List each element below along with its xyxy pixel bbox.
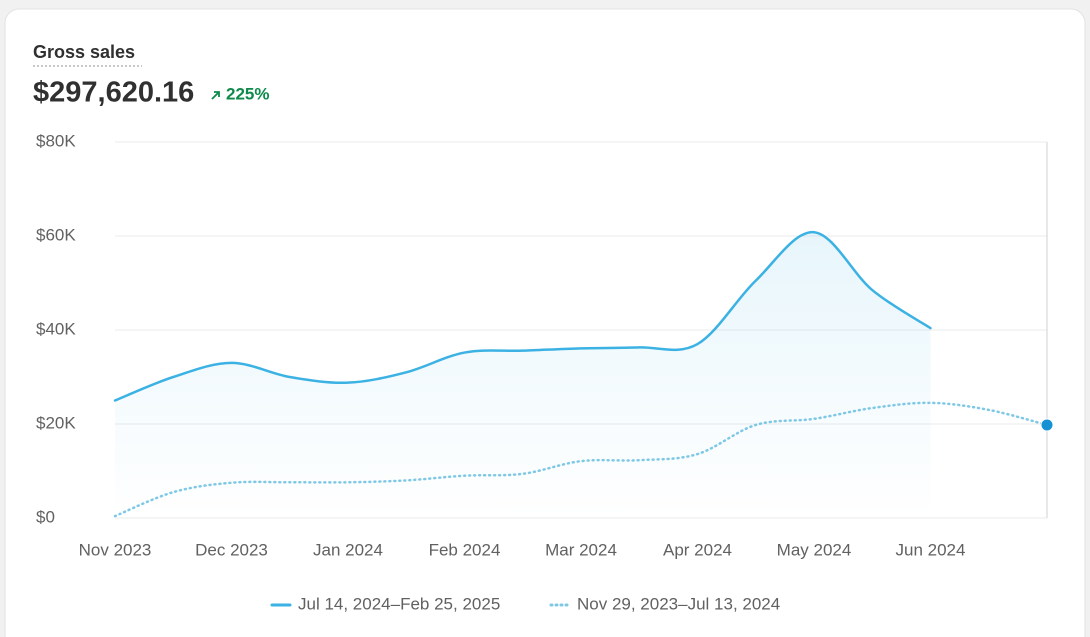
legend-label: Nov 29, 2023–Jul 13, 2024 xyxy=(577,594,780,613)
y-tick-label: $0 xyxy=(36,507,55,526)
hover-point xyxy=(1040,418,1054,432)
area-fill xyxy=(115,232,931,518)
series-line xyxy=(113,230,932,402)
metric-change: 225% xyxy=(226,84,269,103)
x-tick-label: Apr 2024 xyxy=(663,540,732,559)
metric-total: $297,620.16 xyxy=(33,77,194,109)
x-tick-label: May 2024 xyxy=(777,540,852,559)
x-tick-label: Mar 2024 xyxy=(545,540,617,559)
y-tick-label: $20K xyxy=(36,413,76,432)
x-tick-label: Dec 2023 xyxy=(195,540,268,559)
y-tick-label: $80K xyxy=(36,131,76,150)
series-line xyxy=(113,401,1049,518)
x-tick-label: Jun 2024 xyxy=(896,540,966,559)
x-tick-label: Feb 2024 xyxy=(429,540,501,559)
y-tick-label: $60K xyxy=(36,225,76,244)
legend-label: Jul 14, 2024–Feb 25, 2025 xyxy=(298,594,500,613)
y-tick-label: $40K xyxy=(36,319,76,338)
x-tick-label: Jan 2024 xyxy=(313,540,383,559)
x-tick-label: Nov 2023 xyxy=(79,540,152,559)
up-arrow-icon xyxy=(211,91,220,100)
metric-title[interactable]: Gross sales xyxy=(33,42,135,62)
